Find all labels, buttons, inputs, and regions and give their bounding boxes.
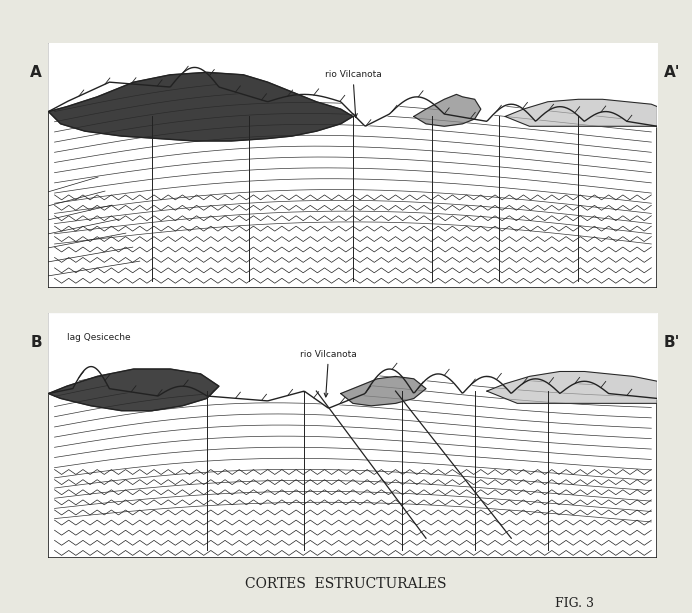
Text: rio Vilcanota: rio Vilcanota — [300, 350, 357, 397]
Polygon shape — [487, 371, 657, 403]
Polygon shape — [505, 99, 657, 126]
Text: B: B — [30, 335, 42, 349]
Text: lag Qesiceche: lag Qesiceche — [66, 333, 130, 341]
Polygon shape — [340, 376, 426, 406]
Text: FIG. 3: FIG. 3 — [555, 597, 594, 611]
Text: B': B' — [664, 335, 680, 349]
Polygon shape — [414, 94, 481, 126]
Polygon shape — [48, 369, 219, 411]
Text: CORTES  ESTRUCTURALES: CORTES ESTRUCTURALES — [245, 577, 447, 590]
Text: A': A' — [664, 65, 680, 80]
Text: rio Vilcanota: rio Vilcanota — [325, 70, 381, 117]
Text: A: A — [30, 65, 42, 80]
Polygon shape — [48, 72, 353, 141]
